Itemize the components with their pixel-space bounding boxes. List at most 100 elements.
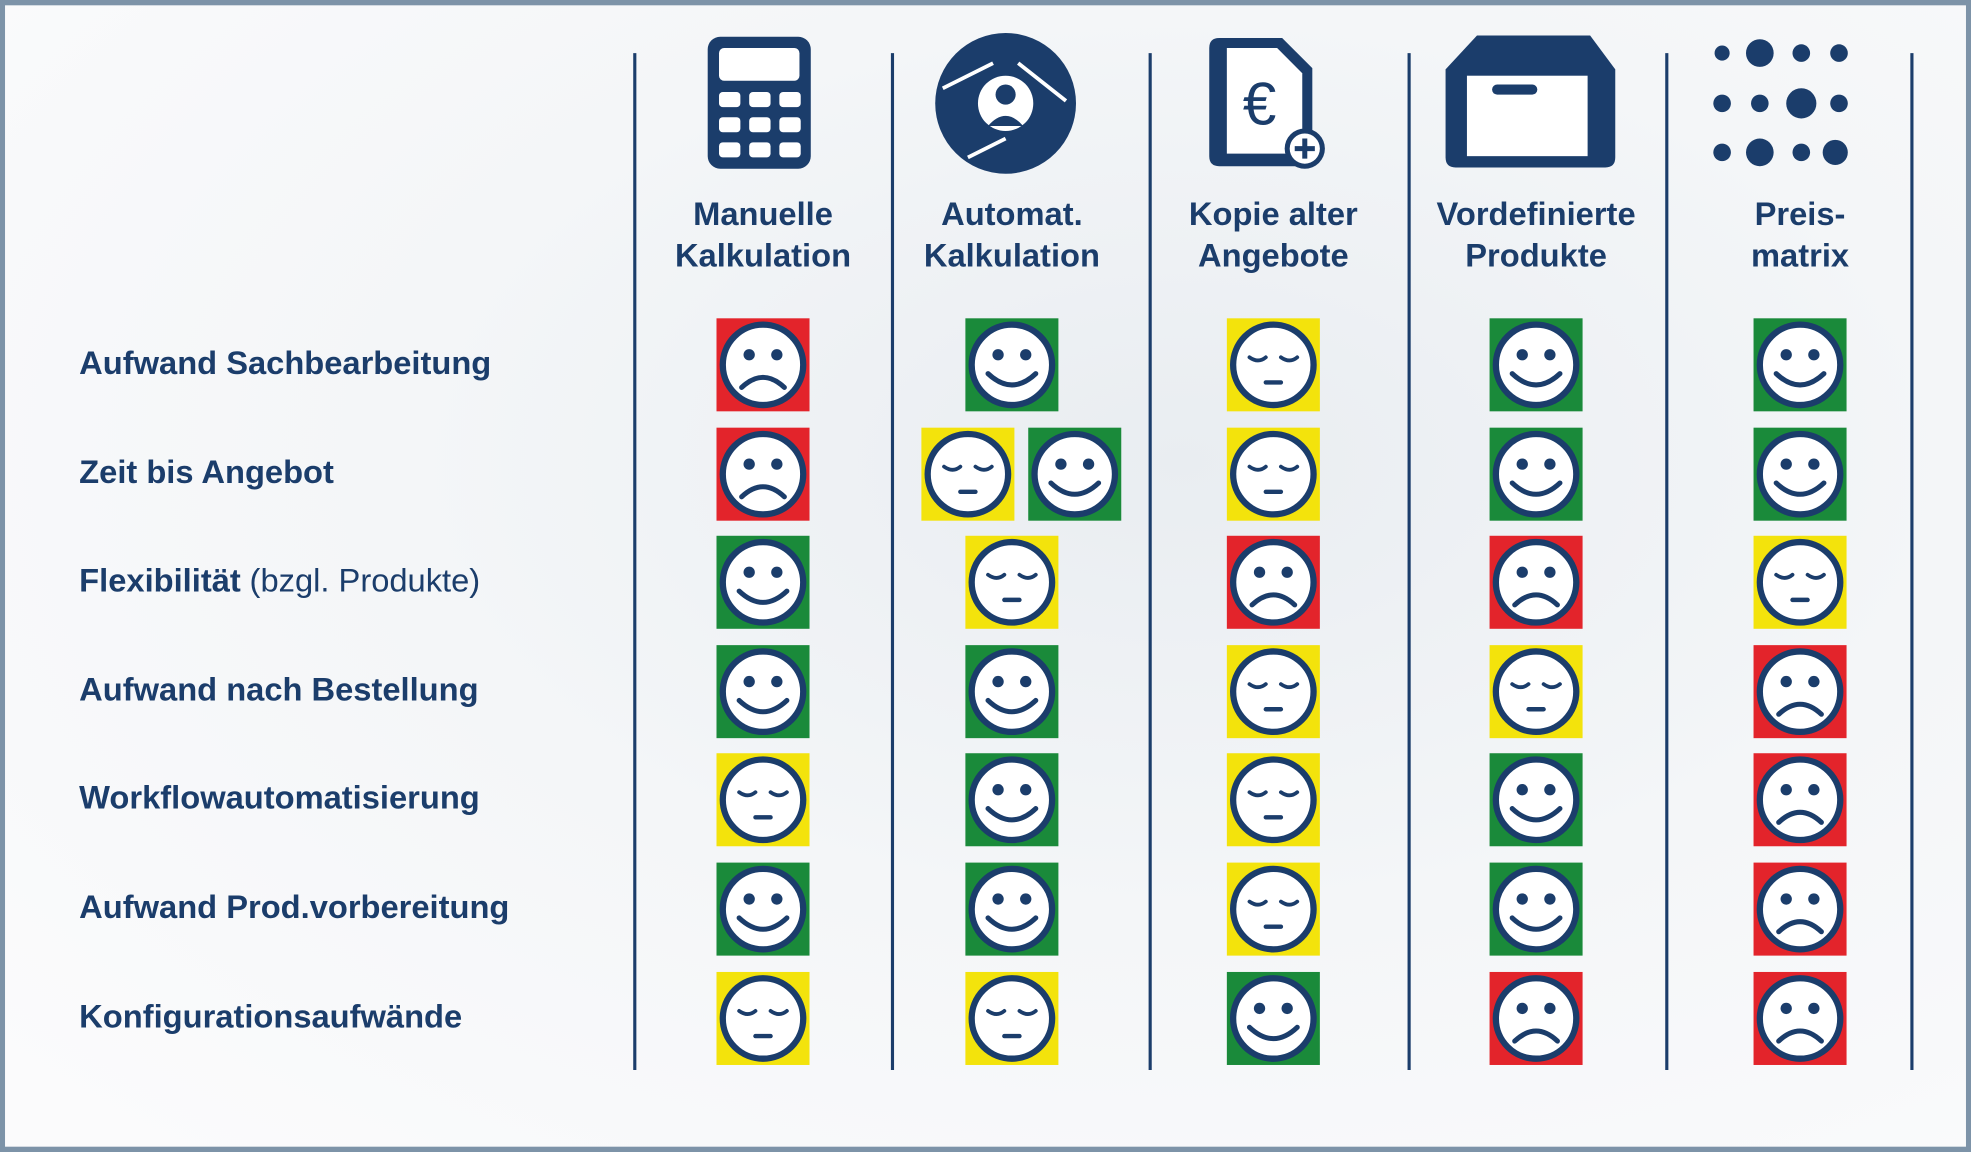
eye bbox=[1516, 349, 1528, 361]
rating-good bbox=[716, 862, 810, 956]
face bbox=[1492, 321, 1580, 409]
face bbox=[968, 648, 1056, 736]
rating-neutral bbox=[965, 535, 1059, 629]
eye bbox=[771, 566, 783, 578]
rating-bad bbox=[1489, 535, 1583, 629]
eye bbox=[1808, 675, 1820, 688]
face bbox=[719, 756, 807, 844]
mouth bbox=[985, 806, 1039, 823]
face bbox=[719, 538, 807, 626]
rating-bad bbox=[1489, 971, 1583, 1065]
eyes bbox=[1510, 682, 1562, 690]
eye bbox=[992, 349, 1004, 361]
rating-good bbox=[965, 753, 1059, 847]
eyes bbox=[1774, 572, 1826, 580]
rating-bad bbox=[1753, 862, 1847, 956]
eye bbox=[1780, 349, 1792, 361]
eye bbox=[771, 893, 783, 905]
eyes bbox=[942, 464, 994, 472]
face bbox=[1756, 648, 1844, 736]
face bbox=[968, 865, 1056, 953]
eye bbox=[1544, 1002, 1556, 1015]
mouth bbox=[736, 697, 790, 715]
rating-neutral bbox=[965, 971, 1059, 1065]
face bbox=[1229, 975, 1317, 1062]
eye bbox=[1516, 893, 1528, 905]
eye bbox=[1544, 893, 1556, 905]
eye bbox=[1253, 566, 1266, 578]
mouth bbox=[985, 371, 1039, 388]
mouth bbox=[1773, 480, 1827, 497]
mouth bbox=[985, 697, 1039, 715]
rating-good bbox=[716, 645, 810, 739]
eye bbox=[743, 458, 755, 470]
eye bbox=[1055, 458, 1067, 470]
rating-neutral bbox=[1226, 318, 1320, 412]
row-label: Aufwand nach Bestellung bbox=[79, 670, 478, 707]
eye bbox=[1544, 349, 1556, 361]
face bbox=[719, 648, 807, 736]
mouth bbox=[1509, 806, 1563, 823]
face bbox=[968, 538, 1056, 626]
face bbox=[719, 975, 807, 1062]
eyes bbox=[1247, 899, 1300, 907]
svg-text:€: € bbox=[1243, 69, 1277, 137]
rating-neutral bbox=[1226, 862, 1320, 956]
rating-bad bbox=[1753, 971, 1847, 1065]
eye bbox=[1544, 784, 1556, 796]
mouth bbox=[1509, 480, 1563, 497]
rating-neutral bbox=[1489, 645, 1583, 739]
face bbox=[1492, 975, 1580, 1062]
eye bbox=[1020, 784, 1032, 796]
row-label-main: Zeit bis Angebot bbox=[79, 453, 334, 490]
mouth bbox=[736, 588, 790, 605]
eye bbox=[1780, 458, 1792, 470]
eyes bbox=[1247, 790, 1300, 798]
eye bbox=[743, 675, 755, 688]
column-header: Angebote bbox=[1198, 237, 1349, 274]
face bbox=[1756, 865, 1844, 953]
face bbox=[1756, 321, 1844, 409]
row-label-main: Aufwand Prod.vorbereitung bbox=[79, 888, 509, 925]
rating-good bbox=[1226, 971, 1320, 1065]
face bbox=[968, 321, 1056, 409]
rating-neutral bbox=[1226, 645, 1320, 739]
rating-good bbox=[1489, 862, 1583, 956]
rating-bad bbox=[1753, 753, 1847, 847]
eye bbox=[1020, 675, 1032, 688]
mouth bbox=[739, 374, 787, 390]
rating-good bbox=[965, 862, 1059, 956]
eye bbox=[771, 675, 783, 688]
rating-good bbox=[1489, 427, 1583, 521]
mouth bbox=[1512, 592, 1560, 608]
eye bbox=[1808, 893, 1820, 905]
face bbox=[1756, 430, 1844, 518]
column-header: Produkte bbox=[1465, 237, 1607, 274]
eye bbox=[1020, 349, 1032, 361]
row-label: Zeit bis Angebot bbox=[79, 453, 334, 490]
eye bbox=[1780, 784, 1792, 796]
face bbox=[1031, 430, 1119, 518]
eye bbox=[771, 349, 783, 361]
column-header: Kopie alter bbox=[1189, 195, 1358, 232]
row-label: Aufwand Prod.vorbereitung bbox=[79, 888, 509, 925]
eye bbox=[1808, 1002, 1820, 1015]
face bbox=[1492, 865, 1580, 953]
row-label-main: Flexibilität bbox=[79, 561, 241, 598]
mouth bbox=[1512, 1028, 1560, 1044]
eye bbox=[1516, 784, 1528, 796]
column-header: Kalkulation bbox=[924, 237, 1100, 274]
rating-neutral bbox=[1226, 427, 1320, 521]
rating-bad bbox=[1226, 535, 1320, 629]
face bbox=[1229, 321, 1317, 409]
row-label: Flexibilität (bzgl. Produkte) bbox=[79, 561, 480, 598]
rating-bad bbox=[716, 427, 810, 521]
face bbox=[1229, 756, 1317, 844]
eyes bbox=[986, 572, 1038, 580]
rating-good bbox=[1753, 318, 1847, 412]
mouth bbox=[736, 915, 790, 932]
rating-good bbox=[1489, 318, 1583, 412]
row-label: Konfigurationsaufwände bbox=[79, 997, 462, 1034]
eye bbox=[771, 458, 783, 470]
rating-neutral bbox=[716, 971, 810, 1065]
